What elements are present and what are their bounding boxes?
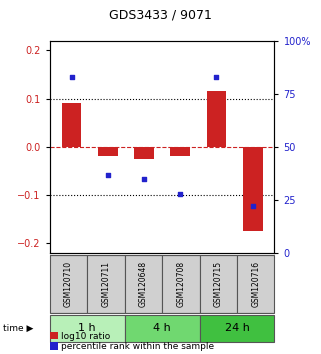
- Bar: [50, 255, 87, 313]
- Bar: [200, 255, 237, 313]
- Point: [214, 74, 219, 80]
- Text: 24 h: 24 h: [225, 323, 249, 333]
- Bar: [134, 147, 154, 159]
- Bar: [125, 255, 162, 313]
- Text: GDS3433 / 9071: GDS3433 / 9071: [109, 9, 212, 22]
- Bar: [200, 315, 274, 342]
- Bar: [125, 315, 200, 342]
- Text: GSM120716: GSM120716: [251, 261, 260, 307]
- Bar: [50, 315, 125, 342]
- Text: log10 ratio: log10 ratio: [61, 332, 110, 341]
- Bar: [98, 147, 118, 156]
- Text: GSM120710: GSM120710: [64, 261, 73, 307]
- Point: [250, 204, 255, 209]
- Text: 1 h: 1 h: [78, 323, 96, 333]
- Text: GSM120711: GSM120711: [101, 261, 110, 307]
- Point: [178, 191, 183, 196]
- Bar: [206, 91, 226, 147]
- Bar: [237, 255, 274, 313]
- Text: 4 h: 4 h: [153, 323, 171, 333]
- Bar: [62, 103, 82, 147]
- Bar: [243, 147, 263, 232]
- Text: GSM120708: GSM120708: [176, 261, 185, 307]
- Bar: [87, 255, 125, 313]
- Text: percentile rank within the sample: percentile rank within the sample: [61, 342, 214, 352]
- Text: time ▶: time ▶: [3, 324, 34, 333]
- Text: GSM120715: GSM120715: [214, 261, 223, 307]
- Point: [69, 74, 74, 80]
- Point: [105, 172, 110, 177]
- Point: [142, 176, 147, 182]
- Bar: [170, 147, 190, 156]
- Bar: [162, 255, 200, 313]
- Text: GSM120648: GSM120648: [139, 261, 148, 307]
